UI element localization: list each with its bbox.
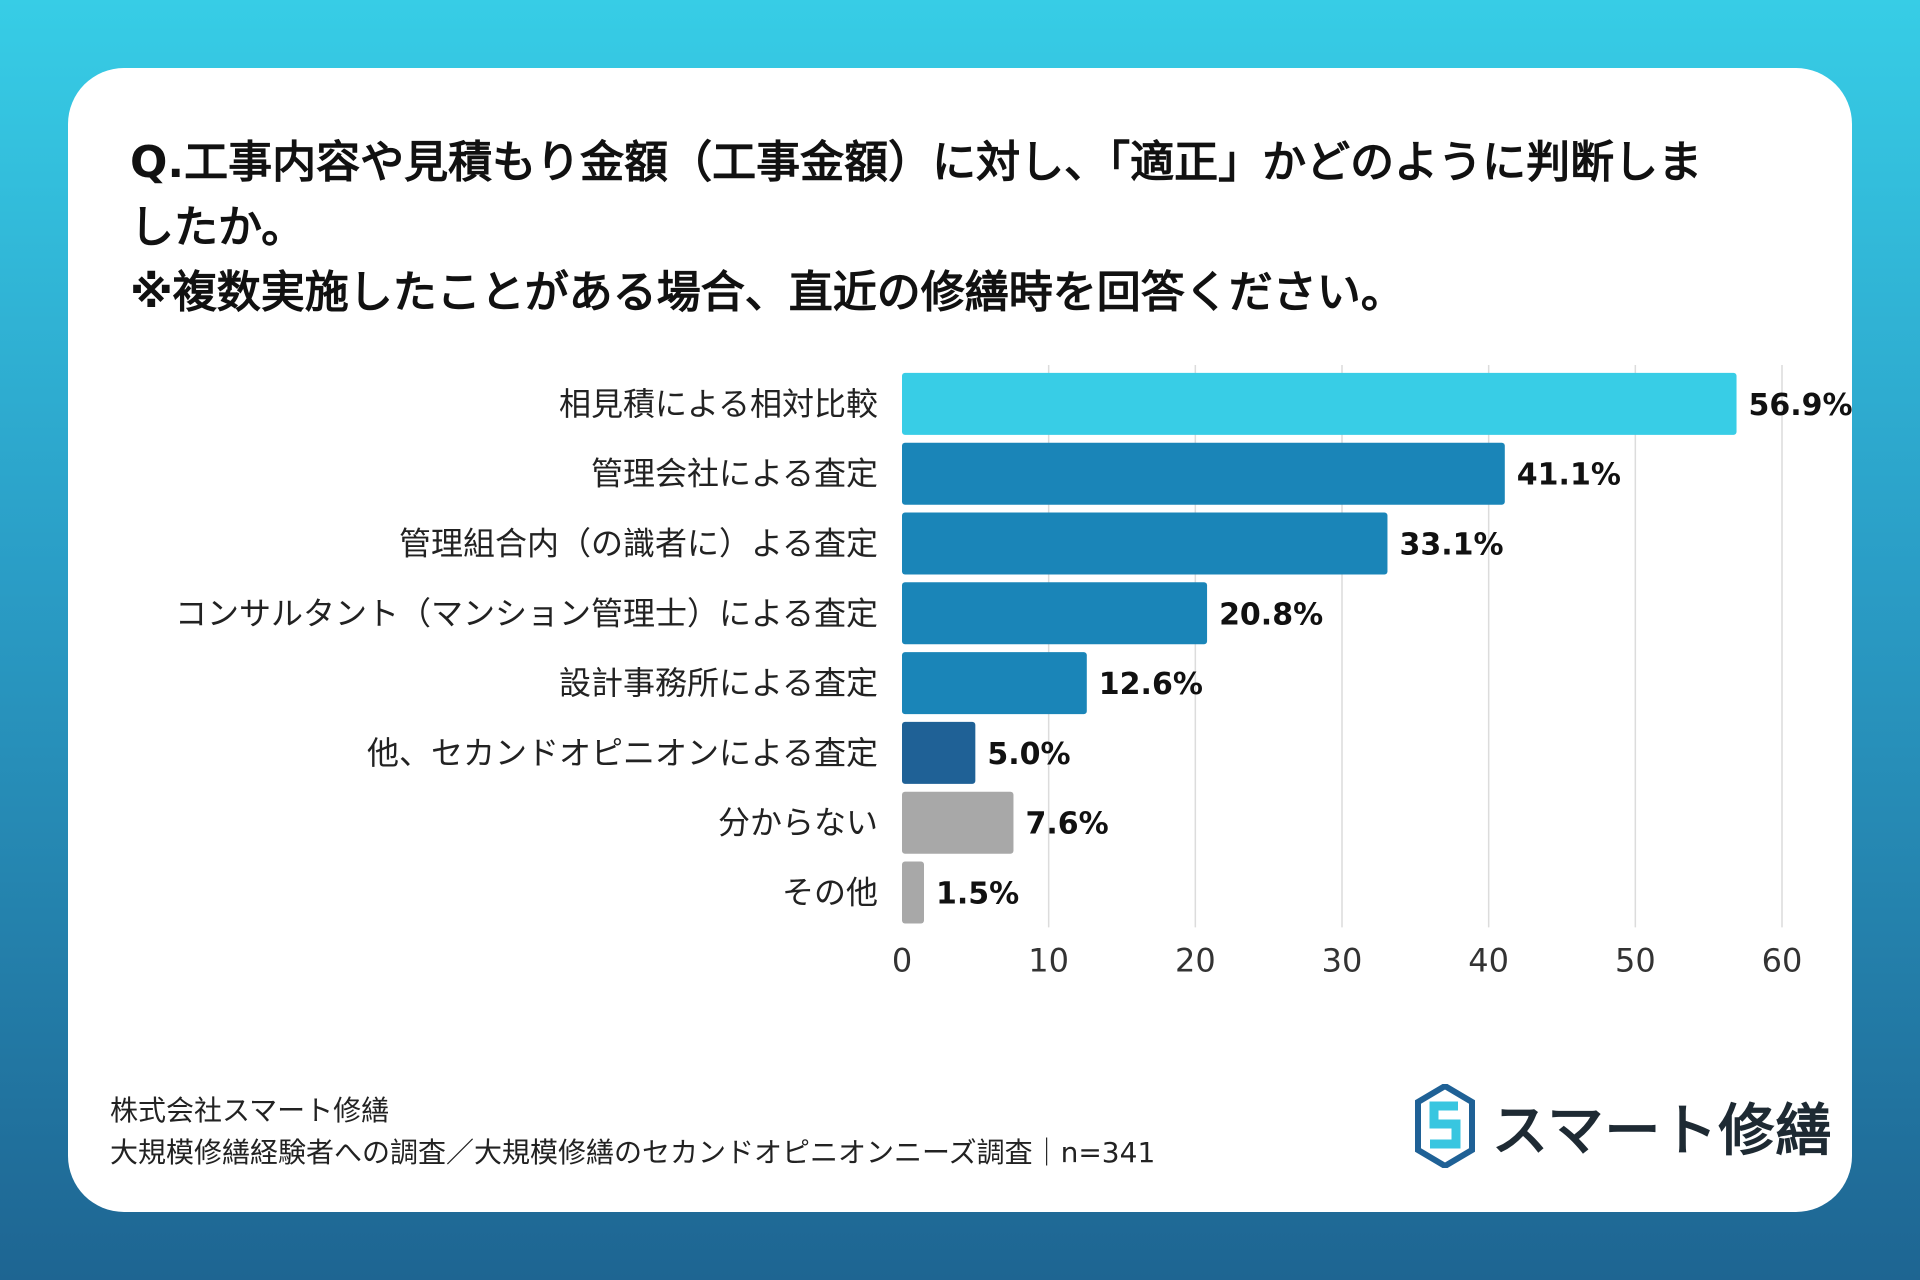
x-tick-label: 0 <box>892 941 912 979</box>
category-label: 他、セカンドオピニオンによる査定 <box>367 734 878 772</box>
value-label: 33.1% <box>1399 528 1503 563</box>
source-survey: 大規模修繕経験者への調査／大規模修繕のセカンドオピニオンニーズ調査｜n=341 <box>110 1136 1156 1169</box>
x-tick-label: 60 <box>1762 941 1803 979</box>
value-label: 20.8% <box>1219 597 1323 632</box>
category-label: その他 <box>782 874 878 912</box>
brand-logo: スマート修繕 <box>1414 1084 1832 1168</box>
bar <box>902 652 1087 715</box>
bar <box>902 791 1014 854</box>
x-tick-label: 50 <box>1615 941 1656 979</box>
value-label: 5.0% <box>987 737 1070 772</box>
category-label: 相見積による相対比較 <box>559 385 878 423</box>
bar <box>902 861 924 924</box>
x-tick-label: 40 <box>1468 941 1509 979</box>
question-line-1: Q.工事内容や見積もり金額（工事金額）に対し、「適正」かどのように判断しま <box>130 137 1703 188</box>
logo-text: スマート修繕 <box>1492 1098 1833 1164</box>
x-tick-label: 10 <box>1028 941 1069 979</box>
bar-chart: 0 10 20 30 40 50 60 相見積による相対比較 56.9% 管理会社による査定 41.… <box>175 365 1853 979</box>
question-title: Q.工事内容や見積もり金額（工事金額）に対し、「適正」かどのように判断しま した… <box>130 130 1830 325</box>
value-label: 7.6% <box>1025 807 1108 842</box>
bar <box>902 582 1208 645</box>
question-line-2: したか。 <box>130 202 306 253</box>
value-label: 41.1% <box>1517 458 1621 493</box>
source-note: 株式会社スマート修繕 大規模修繕経験者への調査／大規模修繕のセカンドオピニオンニ… <box>110 1090 1155 1174</box>
x-tick-label: 30 <box>1322 941 1363 979</box>
value-label: 56.9% <box>1749 388 1853 423</box>
bar <box>902 372 1737 435</box>
bar <box>902 721 976 784</box>
bar <box>902 512 1388 575</box>
value-label: 1.5% <box>936 877 1019 912</box>
category-label: 分からない <box>718 804 878 842</box>
category-label: 管理組合内（の識者に）よる査定 <box>399 525 878 563</box>
source-company: 株式会社スマート修繕 <box>110 1094 390 1127</box>
chart-card: Q.工事内容や見積もり金額（工事金額）に対し、「適正」かどのように判断しま した… <box>68 68 1853 1212</box>
bar <box>902 442 1505 505</box>
category-label: 管理会社による査定 <box>591 455 878 493</box>
category-label: コンサルタント（マンション管理士）による査定 <box>175 594 878 632</box>
question-line-3: ※複数実施したことがある場合、直近の修繕時を回答ください。 <box>130 267 1405 318</box>
s-hexagon-logo-icon <box>1415 1084 1475 1168</box>
value-label: 12.6% <box>1099 667 1203 702</box>
x-tick-label: 20 <box>1175 941 1216 979</box>
category-label: 設計事務所による査定 <box>559 664 878 702</box>
